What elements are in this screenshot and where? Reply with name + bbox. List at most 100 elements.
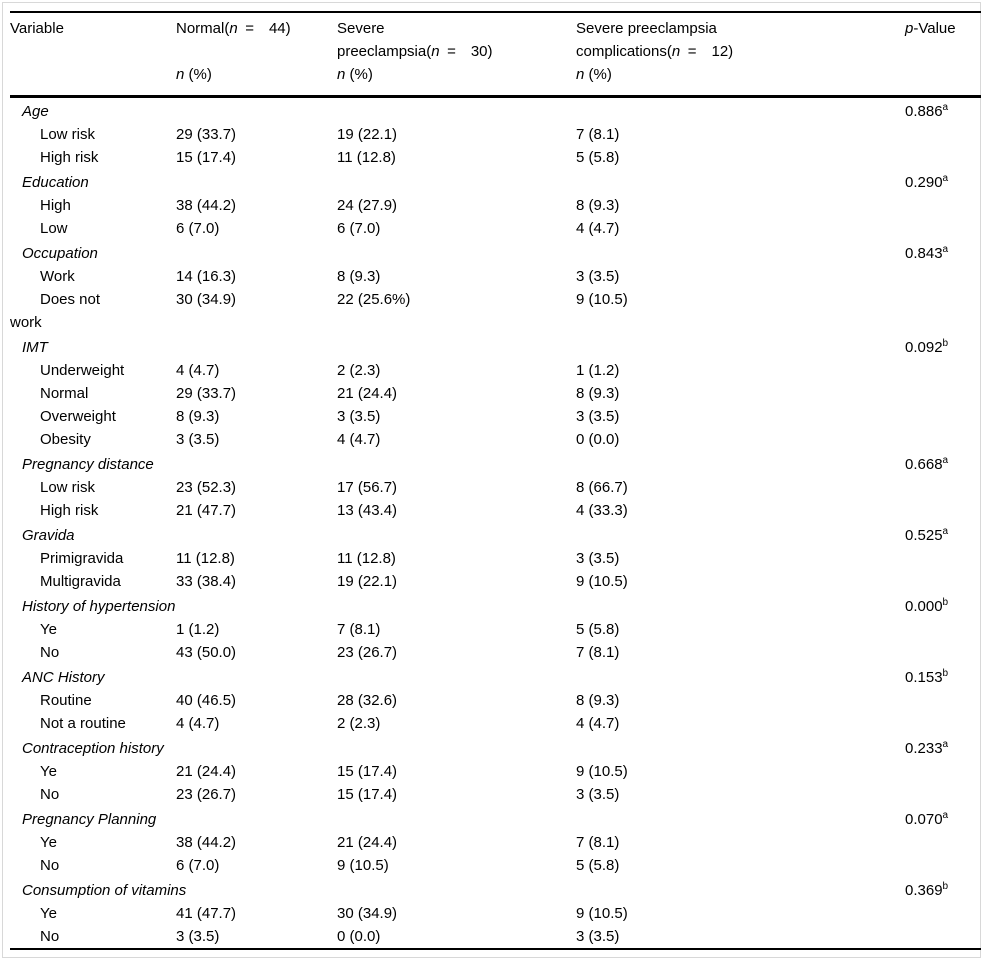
p-value-cell: [905, 783, 981, 806]
complications-count-cell: [576, 664, 905, 689]
complications-count-cell: 7 (8.1): [576, 126, 620, 143]
severe-count-cell: 22 (25.6%): [337, 291, 411, 308]
col-header-normal: Normal(n = 44): [176, 12, 337, 63]
severe-count-cell: 30 (34.9): [337, 905, 398, 922]
subheader-variable-empty: [10, 63, 176, 98]
complications-count-cell: 4 (33.3): [576, 502, 628, 519]
normal-count-cell: 15 (17.4): [176, 149, 237, 166]
normal-count-cell: 3 (3.5): [176, 928, 220, 945]
complications-header-text: complications(: [576, 43, 672, 60]
p-value-cell: 0.070a: [905, 810, 949, 829]
severe-count-cell: [337, 240, 576, 265]
complications-count-cell: 7 (8.1): [576, 834, 620, 851]
variable-label-cell: Ye: [40, 621, 57, 638]
complications-count-cell: 1 (1.2): [576, 362, 620, 379]
p-value-cell: [905, 925, 981, 949]
variable-sub-row: High risk 21 (47.7) 13 (43.4) 4 (33.3): [10, 499, 981, 522]
variable-label-cell: High risk: [40, 149, 99, 166]
p-value-cell: [905, 831, 981, 854]
normal-header-text: Normal(: [176, 20, 230, 37]
severe-count-cell: [337, 806, 576, 831]
variable-group-row: Consumption of vitamins 0.369b: [10, 877, 981, 902]
variable-label-cell: Work: [40, 268, 75, 285]
npct-n: n: [576, 66, 585, 83]
data-table: Variable Normal(n = 44) Severe preeclamps…: [10, 11, 981, 950]
complications-count-cell: [576, 806, 905, 831]
p-value-superscript: a: [942, 739, 949, 750]
severe-count-cell: 19 (22.1): [337, 573, 398, 590]
variable-label-cell: Not a routine: [40, 715, 126, 732]
p-value-superscript: a: [942, 244, 949, 255]
severe-count-cell: 17 (56.7): [337, 479, 398, 496]
variable-sub-row: Multigravida 33 (38.4) 19 (22.1) 9 (10.5): [10, 570, 981, 593]
variable-sub-row: Ye 38 (44.2) 21 (24.4) 7 (8.1): [10, 831, 981, 854]
p-value-header-rest: -Value: [913, 20, 956, 37]
p-value-superscript: b: [942, 597, 949, 608]
variable-label-cell: Does not work: [10, 291, 101, 331]
severe-count-cell: 2 (2.3): [337, 362, 381, 379]
variable-sub-row: Routine 40 (46.5) 28 (32.6) 8 (9.3): [10, 689, 981, 712]
variable-label-cell: ANC History: [22, 669, 105, 686]
normal-count-cell: 23 (26.7): [176, 786, 237, 803]
normal-count-cell: [176, 334, 337, 359]
variable-sub-row: Work 14 (16.3) 8 (9.3) 3 (3.5): [10, 265, 981, 288]
normal-count-cell: [176, 169, 337, 194]
complications-count-cell: 8 (9.3): [576, 197, 620, 214]
normal-count-cell: 38 (44.2): [176, 834, 237, 851]
subheader-normal-npct: n (%): [176, 63, 337, 98]
header-title-row: Variable Normal(n = 44) Severe preeclamps…: [10, 12, 981, 63]
severe-count-cell: 23 (26.7): [337, 644, 398, 661]
complications-count-cell: 5 (5.8): [576, 149, 620, 166]
p-value-cell: [905, 265, 981, 288]
normal-count-cell: 4 (4.7): [176, 362, 220, 379]
p-value-superscript: a: [942, 455, 949, 466]
variable-group-row: Gravida 0.525a: [10, 522, 981, 547]
variable-label-cell: No: [40, 928, 60, 945]
variable-sub-row: Overweight 8 (9.3) 3 (3.5) 3 (3.5): [10, 405, 981, 428]
normal-count-cell: [176, 735, 337, 760]
variable-label-cell: Education: [22, 174, 89, 191]
p-value-superscript: b: [942, 338, 949, 349]
severe-count-cell: [337, 451, 576, 476]
p-value-cell: [905, 547, 981, 570]
variable-label-cell: No: [40, 857, 60, 874]
complications-count-cell: [576, 169, 905, 194]
variable-sub-row: Low 6 (7.0) 6 (7.0) 4 (4.7): [10, 217, 981, 240]
header-subtitle-row: n (%) n (%) n (%): [10, 63, 981, 98]
variable-sub-row: No 6 (7.0) 9 (10.5) 5 (5.8): [10, 854, 981, 877]
complications-header-line1: Severe preeclampsia: [576, 20, 717, 37]
variable-sub-row: Normal 29 (33.7) 21 (24.4) 8 (9.3): [10, 382, 981, 405]
normal-count-cell: 8 (9.3): [176, 408, 220, 425]
complications-count-cell: 9 (10.5): [576, 905, 628, 922]
p-value-cell: [905, 146, 981, 169]
complications-count-cell: 7 (8.1): [576, 644, 620, 661]
normal-count-cell: 43 (50.0): [176, 644, 237, 661]
severe-count-cell: [337, 877, 576, 902]
complications-count-cell: 9 (10.5): [576, 573, 628, 590]
normal-count-cell: 4 (4.7): [176, 715, 220, 732]
variable-label-cell: Overweight: [40, 408, 116, 425]
p-value-cell: 0.668a: [905, 455, 949, 474]
normal-count-cell: 11 (12.8): [176, 550, 235, 567]
variable-sub-row: Ye 41 (47.7) 30 (34.9) 9 (10.5): [10, 902, 981, 925]
variable-group-row: Age 0.886a: [10, 97, 981, 124]
variable-label-cell: Age: [22, 103, 49, 120]
complications-count-cell: 3 (3.5): [576, 928, 620, 945]
variable-label-cell: Contraception history: [22, 740, 164, 757]
p-value-superscript: a: [942, 102, 949, 113]
p-value-cell: [905, 499, 981, 522]
col-header-severe-preeclampsia: Severe preeclampsia(n = 30): [337, 12, 576, 63]
complications-count-cell: 3 (3.5): [576, 408, 620, 425]
p-value-cell: [905, 476, 981, 499]
complications-count-cell: [576, 97, 905, 124]
variable-label-cell: Routine: [40, 692, 92, 709]
variable-label-cell: Underweight: [40, 362, 125, 379]
subheader-complications-npct: n (%): [576, 63, 905, 98]
complications-count-cell: [576, 240, 905, 265]
normal-count-cell: [176, 664, 337, 689]
severe-header-n: n: [431, 43, 440, 60]
severe-count-cell: 11 (12.8): [337, 550, 396, 567]
npct-rest: (%): [184, 66, 212, 83]
variable-label-cell: Ye: [40, 834, 57, 851]
variable-group-row: ANC History 0.153b: [10, 664, 981, 689]
